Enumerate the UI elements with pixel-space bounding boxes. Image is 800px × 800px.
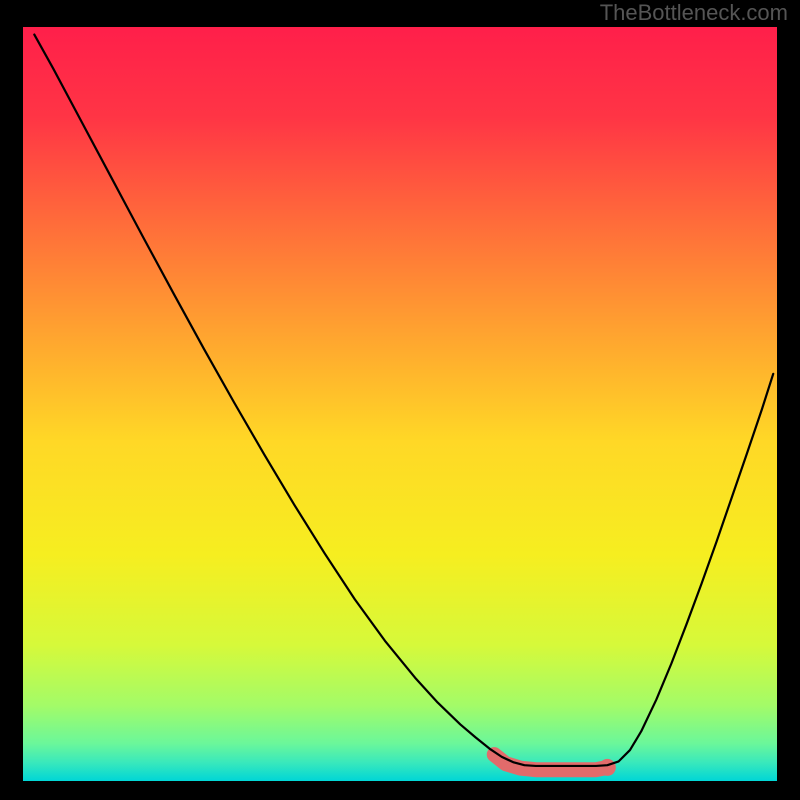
chart-background [23,27,777,781]
chart-wrap [23,27,777,781]
highlight-end-marker [599,759,616,776]
chart-svg [23,27,777,781]
chart-container: TheBottleneck.com [0,0,800,800]
watermark-text: TheBottleneck.com [600,0,788,26]
